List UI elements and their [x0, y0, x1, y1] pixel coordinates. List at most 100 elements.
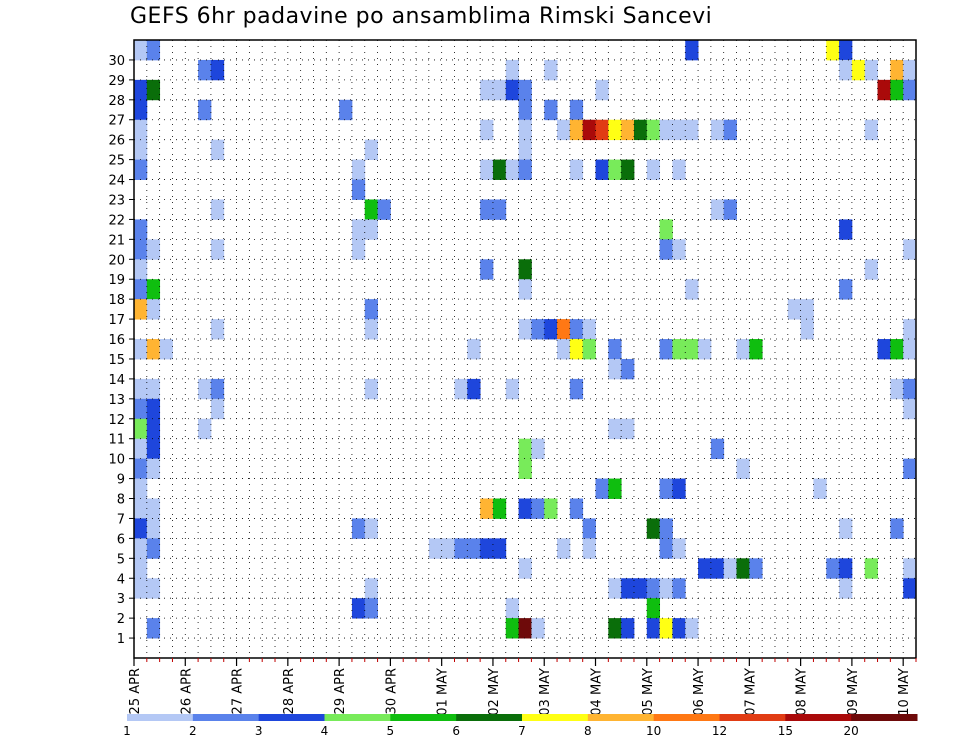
heatmap-cell [723, 199, 737, 220]
y-tick-label: 9 [117, 473, 125, 488]
heatmap-cell [621, 418, 635, 440]
heatmap-cell [672, 119, 686, 141]
heatmap-cell [492, 498, 507, 519]
heatmap-cell [518, 618, 532, 639]
colorbar-label: 2 [189, 724, 197, 738]
heatmap-cell [146, 458, 161, 479]
heatmap-cell [146, 438, 161, 460]
heatmap-cell [595, 478, 609, 499]
heatmap-cell [351, 179, 366, 200]
heatmap-cell [582, 518, 596, 539]
y-tick-label: 27 [108, 114, 125, 129]
heatmap-cell [480, 538, 494, 559]
heatmap-cell [480, 79, 494, 101]
heatmap-cell [608, 578, 622, 599]
heatmap-cell [659, 339, 673, 360]
heatmap-cell [544, 498, 558, 519]
heatmap-cell [198, 418, 212, 440]
heatmap-cell [531, 618, 545, 639]
colorbar-segment [456, 714, 523, 721]
colorbar-label: 20 [844, 724, 859, 738]
heatmap-cell [890, 79, 904, 101]
heatmap-cell [864, 558, 878, 579]
heatmap-cell [210, 59, 225, 81]
y-tick-label: 2 [117, 612, 125, 627]
heatmap-cell [736, 558, 750, 579]
heatmap-cell [787, 299, 802, 320]
colorbar-segment [785, 714, 852, 721]
colorbar-segment [522, 714, 589, 721]
heatmap-cell [210, 319, 225, 340]
heatmap-cell [557, 538, 571, 559]
chart-title: GEFS 6hr padavine po ansamblima Rimski S… [130, 4, 713, 29]
heatmap-cell [518, 558, 532, 579]
heatmap-cell [210, 199, 225, 220]
heatmap-cell [749, 558, 763, 579]
x-tick-label: 07 MAY [743, 668, 758, 716]
heatmap-cell [351, 219, 366, 240]
heatmap-cells [134, 40, 917, 639]
heatmap-cell [646, 119, 661, 141]
heatmap-cell [557, 339, 571, 360]
heatmap-cell [621, 159, 635, 180]
y-tick-label: 30 [108, 54, 125, 69]
colorbar-label: 8 [584, 724, 592, 738]
x-tick-label: 02 MAY [487, 668, 502, 716]
heatmap-cell [595, 79, 609, 101]
heatmap-cell [351, 239, 366, 260]
heatmap-cell [685, 279, 699, 300]
y-tick-label: 16 [108, 333, 125, 348]
heatmap-cell [146, 378, 161, 400]
heatmap-cell [672, 578, 686, 599]
heatmap-cell [210, 239, 225, 260]
heatmap-cell [672, 478, 686, 499]
heatmap-cell [134, 458, 148, 479]
x-tick-label: 28 APR [282, 668, 297, 714]
heatmap-cell [569, 119, 584, 141]
heatmap-cell [903, 378, 917, 400]
heatmap-cell [621, 358, 635, 380]
x-tick-label: 04 MAY [590, 668, 605, 716]
heatmap-cell [146, 538, 161, 559]
plot-frame [133, 39, 917, 659]
y-tick-label: 14 [108, 373, 125, 388]
y-tick-label: 10 [108, 453, 125, 468]
heatmap-cell [813, 478, 827, 499]
heatmap-cell [685, 339, 699, 360]
heatmap-cell [890, 339, 904, 360]
heatmap-cell [582, 319, 596, 340]
y-tick-label: 6 [117, 532, 125, 547]
heatmap-cell [134, 119, 148, 141]
heatmap-cell [518, 438, 532, 460]
heatmap-cell [518, 79, 532, 101]
heatmap-cell [518, 119, 532, 141]
heatmap-cell [839, 40, 853, 61]
y-tick-label: 15 [108, 353, 125, 368]
heatmap-cell [646, 518, 661, 539]
heatmap-cell [659, 618, 673, 639]
colorbar-label: 5 [387, 724, 395, 738]
heatmap-cell [582, 538, 596, 559]
heatmap-cell [608, 339, 622, 360]
heatmap-cell [826, 40, 840, 61]
heatmap-cell [454, 378, 468, 400]
heatmap-cell [531, 319, 545, 340]
heatmap-cell [877, 339, 891, 360]
heatmap-cell [890, 59, 904, 81]
heatmap-cell [672, 618, 686, 639]
heatmap-cell [890, 518, 904, 539]
colorbar-label: 12 [712, 724, 727, 738]
heatmap-cell [518, 458, 532, 479]
heatmap-cell [877, 79, 891, 101]
heatmap-cell [569, 378, 584, 400]
heatmap-cell [492, 79, 507, 101]
colorbar-segment [587, 714, 655, 721]
heatmap-cell [146, 578, 161, 599]
x-tick-label: 03 MAY [538, 668, 553, 716]
heatmap-cell [839, 578, 853, 599]
x-tick-label: 29 APR [333, 668, 348, 714]
heatmap-cell [210, 378, 225, 400]
y-tick-label: 1 [117, 632, 125, 647]
heatmap-cell [595, 119, 609, 141]
heatmap-cell [505, 598, 519, 619]
